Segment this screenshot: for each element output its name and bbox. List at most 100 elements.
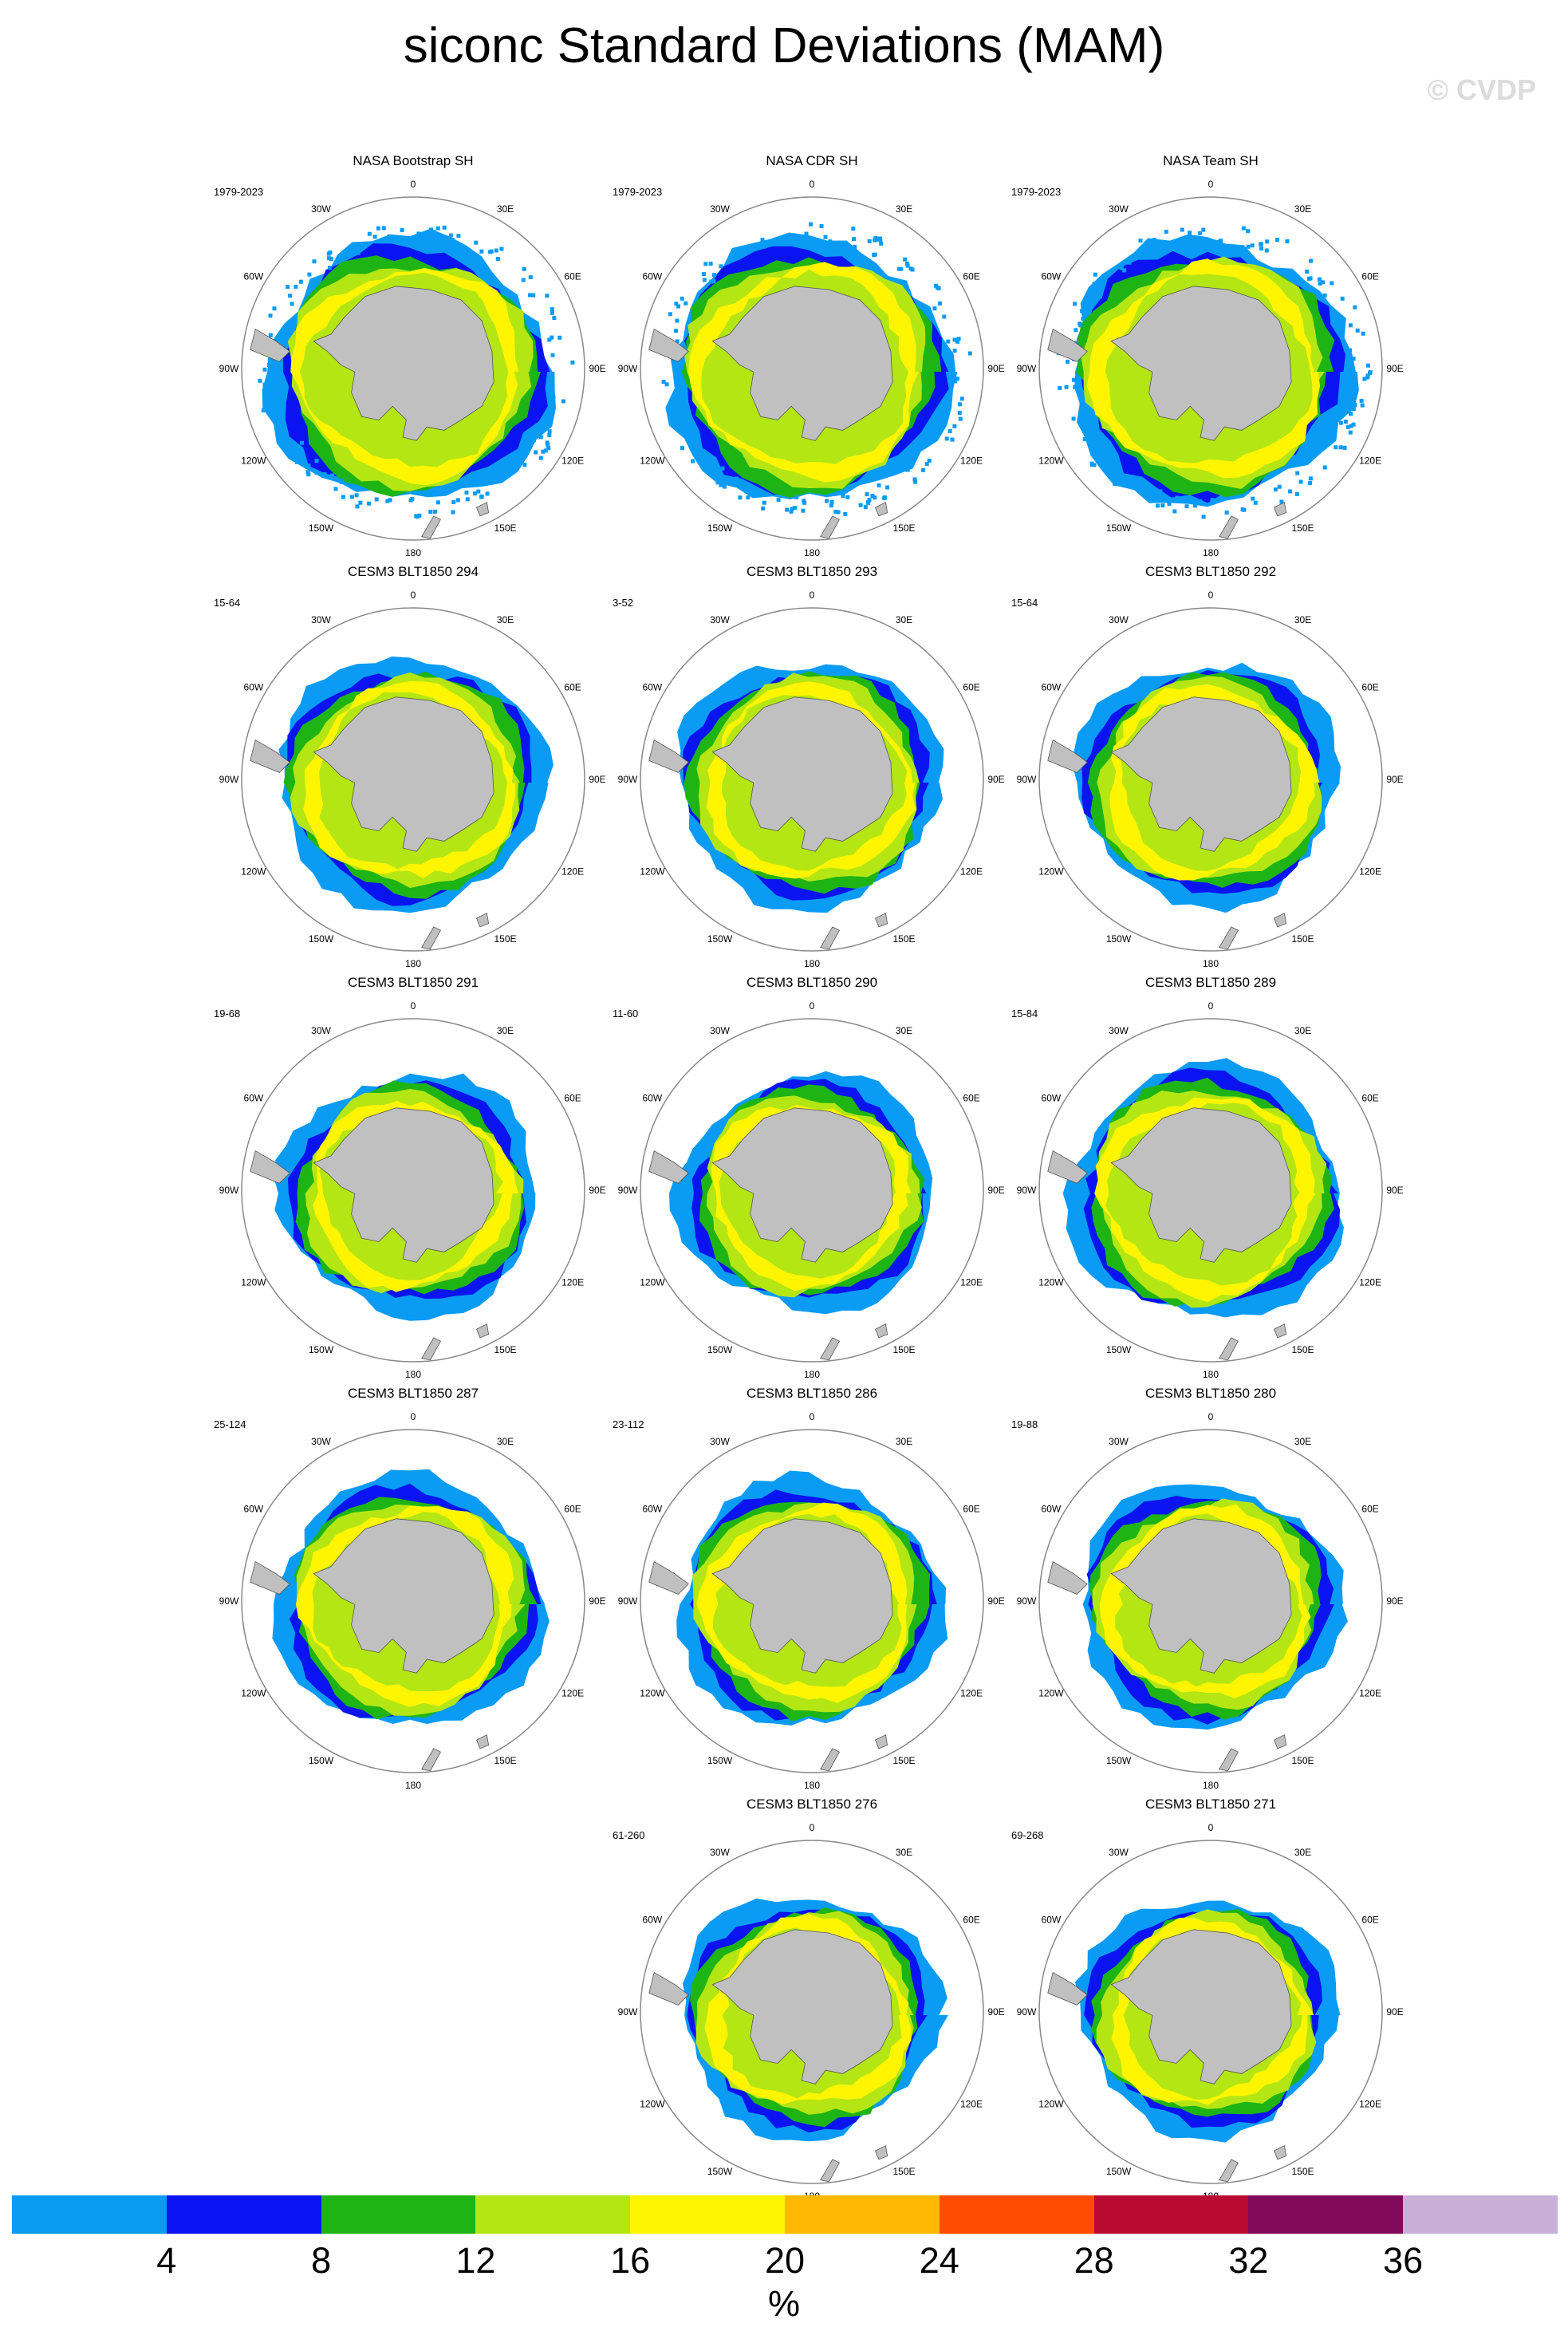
ice-std-pixel [1198,499,1203,503]
ice-std-pixel [676,304,680,309]
ice-std-pixel [1273,487,1278,492]
new-zealand-landmass [1219,926,1239,950]
ice-std-pixel [797,237,802,242]
south-america-landmass [1047,1560,1088,1595]
ice-std-pixel [367,231,372,236]
longitude-label: 150W [309,1344,334,1355]
ice-std-pixel [958,402,962,407]
south-america-landmass [250,328,290,362]
longitude-label: 0 [1208,179,1214,190]
ice-std-pixel [262,382,267,387]
map-panel: CESM3 BLT1850 293 3-52 0 30E 60E 90E 120E 150E 1… [613,564,1011,1001]
longitude-label: 30W [1109,203,1129,215]
longitude-label: 150E [892,1344,915,1355]
ice-std-pixel [803,239,808,244]
longitude-label: 90E [589,363,605,374]
ice-std-pixel [522,463,527,467]
ice-std-pixel [819,224,824,228]
ice-std-pixel [1246,244,1251,249]
ice-std-pixel [374,497,379,502]
ice-std-pixel [762,500,766,505]
polar-map: 0 30E 60E 90E 120E 150E 180 150W 120W 90W 60W 30W [219,1000,606,1380]
colorbar-box [12,2195,167,2234]
ice-std-pixel [1317,277,1322,282]
tasmania-landmass [476,502,490,517]
longitude-label: 90W [219,363,239,374]
longitude-label: 180 [804,1780,820,1791]
ice-std-pixel [1080,309,1085,314]
longitude-label: 150W [707,523,733,534]
ice-std-pixel [804,231,809,236]
ice-std-pixel [858,503,863,507]
ice-std-pixel [746,495,751,500]
longitude-label: 90E [987,2006,1004,2017]
ice-std-pixel [1101,276,1105,280]
ice-std-pixel [424,241,428,246]
ice-std-pixel [942,314,947,319]
ice-std-pixel [327,266,332,270]
ice-std-pixel [349,495,354,499]
longitude-label: 30W [1109,614,1129,625]
panel-year-range: 19-88 [1011,1418,1038,1430]
longitude-label: 150E [494,1344,516,1355]
longitude-label: 150E [1291,523,1314,534]
south-america-landmass [648,1560,689,1595]
longitude-label: 0 [810,590,815,601]
ice-std-pixel [367,501,371,506]
ice-std-pixel [924,462,929,467]
ice-std-pixel [330,473,335,478]
panel-title: NASA Bootstrap SH [353,153,474,168]
longitude-label: 150E [1291,933,1314,945]
longitude-label: 150E [1291,1755,1314,1766]
longitude-label: 60E [564,271,581,282]
ice-std-pixel [546,442,550,447]
longitude-label: 180 [1203,547,1219,558]
polar-map: 0 30E 60E 90E 120E 150E 180 150W 120W 90W 60W 30W [219,590,606,969]
ice-std-pixel [1093,272,1097,277]
ice-std-pixel [676,418,680,423]
longitude-label: 30W [1109,1436,1129,1447]
antarctica-landmass [1110,1107,1292,1263]
ice-std-pixel [356,250,360,255]
ice-std-pixel [1349,384,1353,389]
colorbar [12,2195,1558,2234]
panel-year-range: 19-68 [214,1008,241,1020]
ice-std-pixel [1340,296,1345,301]
new-zealand-landmass [1219,1337,1239,1361]
ice-std-pixel [956,337,961,341]
longitude-label: 120E [960,2099,983,2110]
longitude-label: 60E [1361,1093,1378,1104]
ice-std-pixel [938,301,942,306]
longitude-label: 30W [311,203,331,215]
ice-std-pixel [522,266,526,271]
ice-std-pixel [448,233,453,238]
colorbar-tick-label: 8 [311,2240,332,2281]
longitude-label: 90W [1017,363,1037,374]
longitude-label: 90E [1386,2006,1403,2017]
ice-std-pixel [951,369,955,374]
longitude-label: 150W [1106,1755,1132,1766]
longitude-label: 150W [707,933,733,945]
ice-std-pixel [455,498,460,503]
ice-std-pixel [1100,450,1105,455]
ice-std-pixel [1265,239,1269,244]
ice-std-pixel [268,314,273,318]
ice-std-pixel [550,307,554,312]
ice-std-pixel [762,242,767,247]
ice-std-pixel [283,448,288,452]
ice-std-pixel [1128,477,1133,482]
panel-year-range: 61-260 [613,1829,645,1841]
ice-std-pixel [1158,489,1163,494]
ice-std-pixel [1113,482,1117,486]
ice-std-pixel [1242,507,1247,512]
ice-std-pixel [466,248,471,253]
south-america-landmass [250,1560,290,1595]
ice-std-pixel [300,440,305,445]
longitude-label: 90E [1386,1185,1403,1196]
ice-std-pixel [398,235,402,240]
panel-title: CESM3 BLT1850 289 [1144,975,1277,990]
ice-std-pixel [829,503,833,508]
ice-std-pixel [534,450,538,455]
longitude-label: 90E [987,1595,1004,1607]
ice-std-pixel [272,306,277,311]
